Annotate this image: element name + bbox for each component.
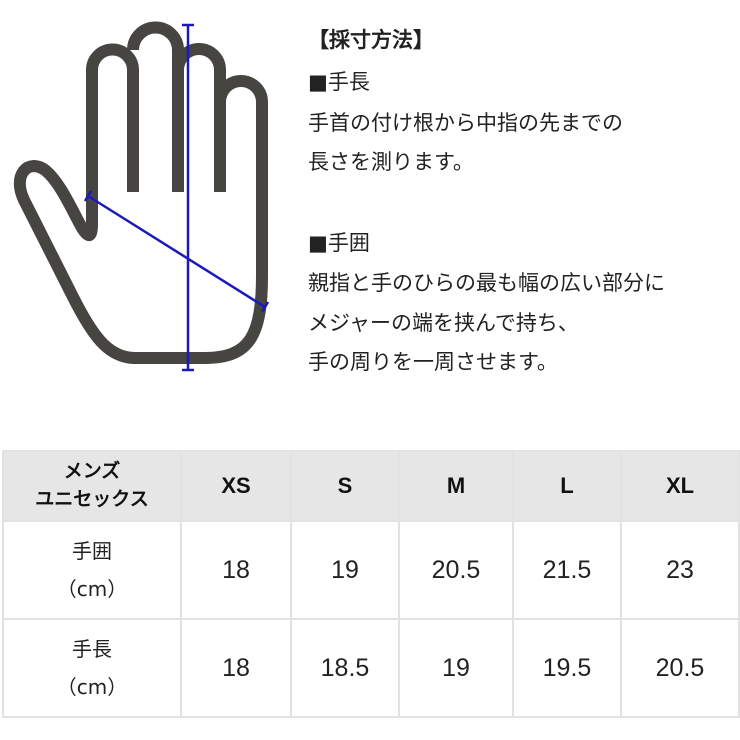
row-label-text: 手長 bbox=[72, 637, 112, 661]
size-m: M bbox=[398, 450, 514, 522]
table-row-circumference: 手囲 （cm） 18 19 20.5 21.5 23 bbox=[2, 520, 740, 620]
hand-length-text: 手首の付け根から中指の先までの bbox=[308, 111, 623, 135]
hand-measurement-diagram bbox=[13, 21, 270, 372]
hand-length-text: 長さを測ります。 bbox=[308, 150, 474, 174]
hand-circumference-heading: ■手囲 bbox=[308, 231, 370, 255]
table-cell: 20.5 bbox=[398, 520, 514, 620]
table-cell: 19 bbox=[398, 618, 514, 718]
table-cell: 23 bbox=[620, 520, 740, 620]
table-cell: 18 bbox=[180, 520, 292, 620]
hand-circumference-text: 親指と手のひらの最も幅の広い部分に bbox=[308, 271, 665, 295]
category-line: ユニセックス bbox=[35, 488, 149, 510]
hand-length-heading: ■手長 bbox=[308, 70, 370, 94]
table-cell: 18.5 bbox=[290, 618, 400, 718]
hand-circumference-text: 手の周りを一周させます。 bbox=[308, 350, 558, 374]
row-label-text: 手囲 bbox=[72, 539, 112, 563]
category-label: メンズ ユニセックス bbox=[2, 450, 182, 522]
table-cell: 21.5 bbox=[512, 520, 622, 620]
table-cell: 19 bbox=[290, 520, 400, 620]
table-cell: 18 bbox=[180, 618, 292, 718]
hand-length-line bbox=[182, 23, 194, 372]
size-header-row: メンズ ユニセックス XS S M L XL bbox=[2, 450, 740, 522]
size-xs: XS bbox=[180, 450, 292, 522]
hand-outline bbox=[13, 21, 268, 364]
row-unit: （cm） bbox=[56, 675, 128, 699]
size-table: メンズ ユニセックス XS S M L XL 手囲 （cm） 18 19 20.… bbox=[2, 450, 740, 718]
size-s: S bbox=[290, 450, 400, 522]
category-line: メンズ bbox=[63, 460, 121, 483]
row-label: 手長 （cm） bbox=[2, 618, 182, 718]
hand-circumference-text: メジャーの端を挟んで持ち、 bbox=[308, 311, 579, 335]
size-xl: XL bbox=[620, 450, 740, 522]
hand-circumference-line bbox=[83, 190, 270, 313]
instructions-title: 【採寸方法】 bbox=[308, 28, 434, 52]
row-unit: （cm） bbox=[56, 577, 128, 601]
size-l: L bbox=[512, 450, 622, 522]
row-label: 手囲 （cm） bbox=[2, 520, 182, 620]
table-cell: 19.5 bbox=[512, 618, 622, 718]
table-row-length: 手長 （cm） 18 18.5 19 19.5 20.5 bbox=[2, 618, 740, 718]
table-cell: 20.5 bbox=[620, 618, 740, 718]
